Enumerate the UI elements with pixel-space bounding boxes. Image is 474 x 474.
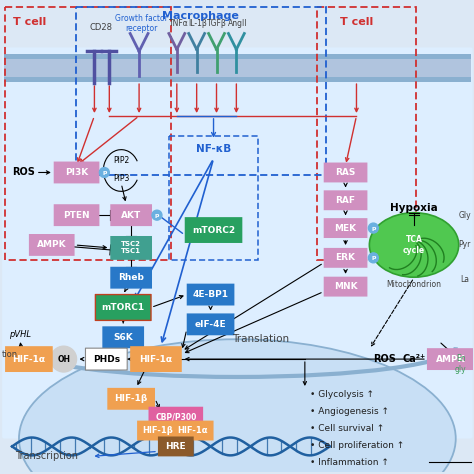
FancyBboxPatch shape — [324, 248, 367, 268]
Text: Ca²⁺: Ca²⁺ — [402, 354, 426, 364]
Text: ROS: ROS — [12, 167, 36, 177]
FancyBboxPatch shape — [4, 77, 471, 82]
FancyBboxPatch shape — [4, 55, 471, 59]
Text: Translation: Translation — [232, 334, 289, 344]
Text: ERK: ERK — [336, 253, 356, 262]
Text: AngII: AngII — [228, 19, 247, 28]
Text: HIF-1β: HIF-1β — [115, 394, 148, 403]
Text: p: p — [371, 255, 375, 260]
Circle shape — [100, 167, 109, 177]
Text: Hypoxia: Hypoxia — [390, 203, 438, 213]
Text: La: La — [460, 275, 469, 284]
FancyBboxPatch shape — [172, 420, 214, 440]
FancyBboxPatch shape — [54, 204, 100, 226]
Text: • Cell survival ↑: • Cell survival ↑ — [310, 424, 384, 433]
FancyBboxPatch shape — [29, 234, 74, 256]
Text: TSC2
TSC1: TSC2 TSC1 — [121, 241, 141, 255]
Text: mTORC1: mTORC1 — [101, 303, 145, 312]
FancyBboxPatch shape — [85, 348, 127, 370]
Text: • Inflammation ↑: • Inflammation ↑ — [310, 458, 389, 467]
Text: OH: OH — [57, 355, 70, 364]
Text: TNFα: TNFα — [169, 19, 189, 28]
Text: HRE: HRE — [165, 442, 186, 451]
FancyBboxPatch shape — [110, 236, 152, 260]
Text: IL-1β: IL-1β — [188, 19, 207, 28]
FancyBboxPatch shape — [148, 407, 203, 427]
Text: RAF: RAF — [336, 196, 356, 205]
Text: • Angiogenesis ↑: • Angiogenesis ↑ — [310, 407, 389, 416]
Text: eIF-4E: eIF-4E — [195, 320, 227, 329]
Text: PTEN: PTEN — [63, 210, 90, 219]
FancyBboxPatch shape — [324, 277, 367, 297]
Text: HIF-1α: HIF-1α — [177, 426, 208, 435]
Text: Gly: Gly — [458, 210, 471, 219]
Text: PIP3: PIP3 — [113, 174, 129, 183]
FancyBboxPatch shape — [5, 346, 53, 372]
Text: Transcription: Transcription — [15, 451, 78, 461]
Circle shape — [368, 223, 378, 233]
Text: NF-κB: NF-κB — [196, 144, 231, 154]
Circle shape — [152, 210, 162, 220]
Text: ROS: ROS — [373, 354, 396, 364]
Text: AMPK: AMPK — [37, 240, 66, 249]
Text: TGFβ: TGFβ — [207, 19, 227, 28]
FancyBboxPatch shape — [110, 267, 152, 289]
FancyBboxPatch shape — [324, 163, 367, 182]
Text: Pyr: Pyr — [458, 240, 471, 249]
Text: Rheb: Rheb — [118, 273, 144, 282]
Text: p: p — [102, 170, 107, 175]
Text: Macrophage: Macrophage — [162, 10, 239, 21]
Text: AKT: AKT — [121, 210, 141, 219]
FancyBboxPatch shape — [102, 326, 144, 348]
FancyBboxPatch shape — [324, 191, 367, 210]
FancyBboxPatch shape — [130, 346, 182, 372]
FancyBboxPatch shape — [2, 47, 473, 438]
Text: MNK: MNK — [334, 282, 357, 291]
Text: PHDs: PHDs — [93, 355, 120, 364]
Text: T cell: T cell — [340, 17, 373, 27]
Text: MEK: MEK — [335, 224, 356, 233]
FancyBboxPatch shape — [4, 55, 471, 82]
FancyBboxPatch shape — [427, 348, 474, 370]
FancyBboxPatch shape — [54, 162, 100, 183]
FancyBboxPatch shape — [95, 294, 151, 320]
Text: mTORC2: mTORC2 — [192, 226, 235, 235]
Text: CD28: CD28 — [90, 23, 113, 32]
Text: pVHL: pVHL — [9, 330, 31, 339]
Text: PI3K: PI3K — [65, 168, 88, 177]
Text: HIF-1α: HIF-1α — [12, 355, 46, 364]
Text: Growth factor
receptor: Growth factor receptor — [115, 14, 167, 33]
Text: 4E-BP1: 4E-BP1 — [192, 290, 228, 299]
Text: S6K: S6K — [113, 333, 133, 342]
FancyBboxPatch shape — [137, 420, 179, 440]
Text: T cell: T cell — [13, 17, 46, 27]
Circle shape — [51, 346, 77, 372]
Text: CBP/P300: CBP/P300 — [155, 412, 197, 421]
FancyBboxPatch shape — [107, 388, 155, 410]
Circle shape — [368, 253, 378, 263]
Text: • Glycolysis ↑: • Glycolysis ↑ — [310, 390, 374, 399]
Text: HIF-1β: HIF-1β — [143, 426, 173, 435]
Ellipse shape — [19, 339, 456, 474]
FancyBboxPatch shape — [187, 283, 235, 306]
FancyBboxPatch shape — [187, 313, 235, 335]
Text: HIF-1α: HIF-1α — [139, 355, 173, 364]
Text: En
gly: En gly — [455, 355, 466, 374]
FancyBboxPatch shape — [324, 218, 367, 238]
Text: p: p — [371, 226, 375, 230]
FancyBboxPatch shape — [158, 437, 194, 456]
Text: p: p — [155, 213, 159, 218]
Text: RAS: RAS — [336, 168, 356, 177]
Text: tion: tion — [2, 350, 18, 359]
FancyBboxPatch shape — [185, 217, 242, 243]
Text: AMPK: AMPK — [436, 355, 465, 364]
FancyBboxPatch shape — [110, 204, 152, 226]
Text: • Cell proliferation ↑: • Cell proliferation ↑ — [310, 441, 404, 450]
Ellipse shape — [369, 213, 459, 277]
Text: Mitochondrion: Mitochondrion — [386, 280, 442, 289]
Text: PIP2: PIP2 — [113, 156, 129, 165]
Text: TCA
cycle: TCA cycle — [403, 235, 425, 255]
